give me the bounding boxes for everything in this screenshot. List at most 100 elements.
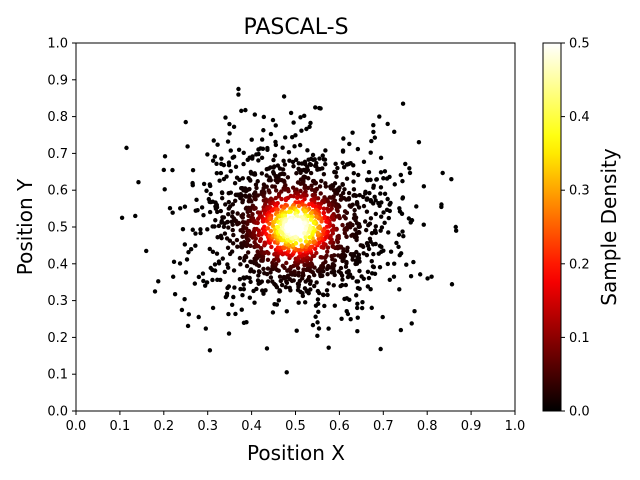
data-point [231, 294, 236, 300]
data-point [273, 142, 279, 148]
data-point [294, 328, 299, 333]
data-point [212, 268, 218, 273]
data-point [264, 346, 270, 351]
data-point [329, 215, 334, 220]
data-point [378, 228, 383, 233]
data-point [180, 226, 186, 232]
data-point [342, 230, 348, 236]
data-point [342, 296, 347, 302]
data-point [369, 271, 375, 276]
data-point [271, 165, 276, 170]
data-point [325, 271, 330, 277]
data-point [377, 114, 382, 119]
data-point [368, 150, 373, 155]
data-point [356, 172, 361, 178]
data-point [302, 209, 308, 215]
data-point [318, 191, 323, 196]
data-point [270, 117, 276, 123]
data-point [194, 197, 199, 203]
data-point [230, 210, 235, 215]
data-point [215, 235, 220, 240]
data-point [298, 188, 303, 194]
data-point [453, 224, 458, 230]
data-point [416, 139, 422, 145]
data-point [315, 167, 320, 172]
data-point [218, 170, 224, 176]
data-point [343, 264, 349, 269]
data-point [263, 288, 268, 293]
data-point [306, 157, 311, 162]
data-point [360, 299, 365, 305]
data-point [354, 249, 359, 255]
data-point [373, 211, 378, 217]
y-tick-label: 0.7 [47, 147, 68, 162]
data-point [363, 227, 369, 233]
data-point [344, 162, 350, 167]
colorbar-gradient [542, 42, 562, 412]
data-point [313, 314, 318, 319]
data-point [308, 162, 314, 168]
data-point [171, 259, 177, 265]
data-point [333, 190, 338, 196]
colorbar-label: Sample Density [597, 148, 621, 306]
data-point [318, 106, 323, 111]
data-point [339, 252, 345, 258]
data-point [310, 203, 316, 208]
data-point [378, 185, 384, 190]
data-point [364, 241, 370, 246]
data-point [201, 181, 207, 187]
data-point [355, 146, 361, 152]
data-point [214, 205, 220, 210]
data-point [341, 164, 347, 170]
data-point [144, 248, 149, 254]
data-point [285, 273, 291, 278]
y-tick-label: 0.1 [47, 368, 68, 383]
data-point [340, 277, 345, 282]
data-point [404, 262, 409, 267]
data-point [392, 182, 397, 187]
data-point [376, 251, 381, 256]
data-point [311, 220, 317, 226]
data-point [303, 226, 309, 231]
data-point [354, 293, 359, 298]
data-point [255, 193, 260, 198]
colorbar: 0.0 0.1 0.2 0.3 0.4 0.5 [542, 37, 590, 420]
data-point [225, 262, 230, 267]
data-point [248, 267, 254, 272]
data-point [212, 262, 218, 267]
data-point [216, 259, 222, 264]
data-point [195, 207, 200, 213]
data-point [382, 191, 388, 196]
data-point [297, 142, 303, 148]
data-point [300, 216, 305, 221]
data-point [227, 238, 233, 243]
data-point [369, 259, 374, 264]
data-point [262, 224, 267, 230]
data-point [319, 219, 324, 224]
data-point [371, 129, 376, 135]
y-tick-label: 0.5 [47, 221, 68, 236]
data-point [307, 226, 312, 232]
data-point [347, 203, 352, 208]
data-point [220, 190, 225, 196]
data-point [315, 288, 321, 294]
data-point [371, 251, 376, 257]
data-point [152, 289, 158, 294]
data-point [400, 229, 405, 234]
data-point [217, 178, 222, 183]
data-point [382, 220, 387, 226]
data-point [298, 181, 303, 187]
data-point [317, 156, 322, 161]
data-point [351, 163, 356, 168]
data-point [275, 163, 281, 168]
data-point [267, 190, 272, 195]
data-point [260, 288, 265, 293]
data-point [361, 251, 366, 256]
data-point [397, 253, 402, 258]
data-point [221, 162, 227, 168]
data-point [256, 158, 261, 163]
data-point [295, 195, 300, 201]
chart-title: PASCAL-S [243, 15, 348, 40]
data-point [188, 246, 194, 252]
data-point [373, 198, 378, 203]
